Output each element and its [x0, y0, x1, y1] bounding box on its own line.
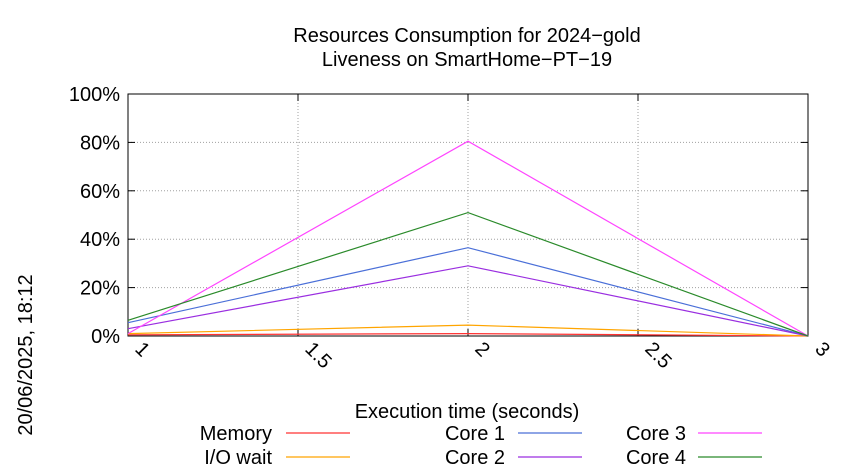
legend-label: Memory — [200, 423, 272, 445]
data-series — [127, 140, 809, 337]
series-line-core-3 — [127, 140, 809, 337]
y-tick-label: 80% — [80, 132, 120, 154]
series-line-core-1 — [127, 247, 809, 337]
legend-label: Core 3 — [626, 423, 686, 445]
y-axis-ticks: 0% 20% 40% 60% 80% 100% — [69, 84, 808, 348]
y-tick-label: 0% — [91, 326, 120, 348]
series-line-i-o-wait — [127, 324, 809, 337]
series-line-core-2 — [127, 265, 809, 337]
x-tick-label: 2.5 — [640, 338, 675, 373]
y-tick-label: 60% — [80, 181, 120, 203]
x-tick-label: 1.5 — [300, 338, 335, 373]
y-tick-label: 100% — [69, 84, 120, 106]
chart-title-line-2: Liveness on SmartHome−PT−19 — [322, 49, 612, 71]
series-line-core-4 — [127, 211, 809, 337]
x-tick-label: 3 — [810, 338, 833, 361]
chart-title: Resources Consumption for 2024−gold Live… — [293, 25, 640, 71]
legend-label: Core 4 — [626, 447, 686, 469]
chart-title-line-1: Resources Consumption for 2024−gold — [293, 25, 640, 47]
series-line-memory — [127, 332, 809, 337]
legend-label: Core 2 — [445, 447, 505, 469]
grid-lines — [128, 94, 808, 336]
x-tick-label: 2 — [470, 338, 493, 361]
y-tick-label: 40% — [80, 229, 120, 251]
x-axis-label: Execution time (seconds) — [355, 401, 580, 423]
y-tick-label: 20% — [80, 278, 120, 300]
legend-label: Core 1 — [445, 423, 505, 445]
x-tick-label: 1 — [130, 338, 153, 361]
legend-label: I/O wait — [204, 447, 272, 469]
timestamp-label: 20/06/2025, 18:12 — [15, 274, 37, 435]
